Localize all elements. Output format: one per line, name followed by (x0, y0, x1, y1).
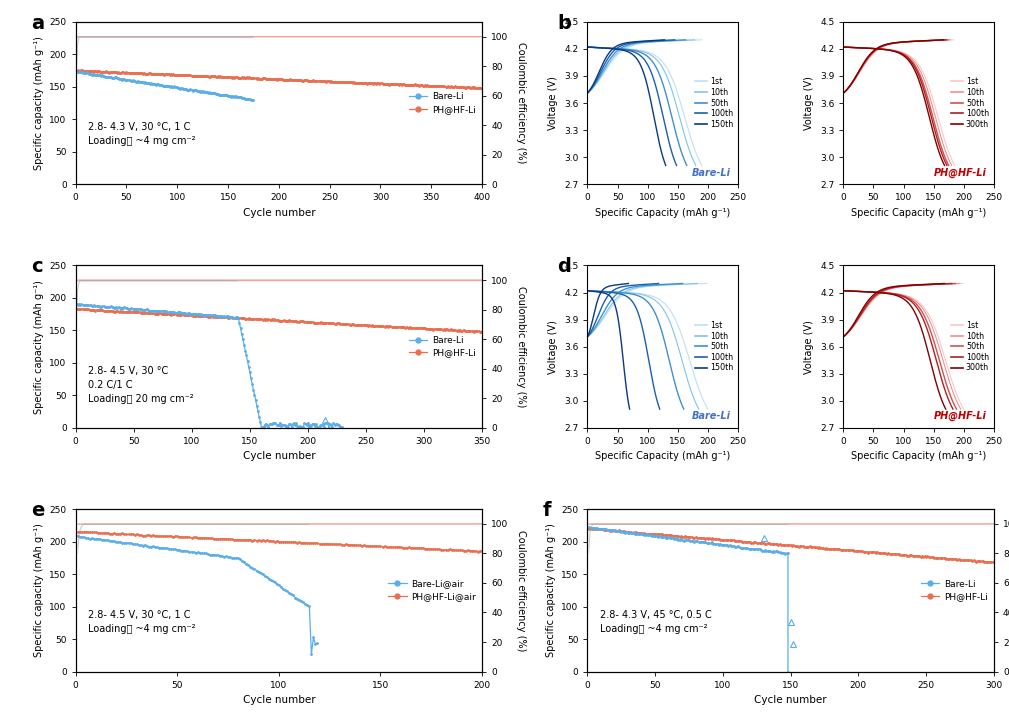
Text: 2.8- 4.5 V, 30 °C
0.2 C/1 C
Loading： 20 mg cm⁻²: 2.8- 4.5 V, 30 °C 0.2 C/1 C Loading： 20 … (88, 366, 194, 404)
Legend: 1st, 10th, 50th, 100th, 300th: 1st, 10th, 50th, 100th, 300th (949, 76, 990, 129)
Legend: Bare-Li, PH@HF-Li: Bare-Li, PH@HF-Li (408, 334, 477, 359)
X-axis label: Specific Capacity (mAh g⁻¹): Specific Capacity (mAh g⁻¹) (851, 452, 986, 462)
Text: Bare-Li: Bare-Li (691, 168, 731, 178)
Y-axis label: Specific capacity (mAh g⁻¹): Specific capacity (mAh g⁻¹) (34, 36, 43, 170)
Y-axis label: Voltage (V): Voltage (V) (549, 76, 559, 130)
Text: a: a (31, 14, 44, 33)
Text: f: f (543, 501, 551, 520)
Legend: Bare-Li, PH@HF-Li: Bare-Li, PH@HF-Li (408, 91, 477, 115)
Text: PH@HF-Li: PH@HF-Li (933, 168, 987, 178)
Text: PH@HF-Li: PH@HF-Li (933, 411, 987, 421)
X-axis label: Cycle number: Cycle number (242, 452, 315, 462)
Y-axis label: Voltage (V): Voltage (V) (804, 319, 814, 374)
Legend: 1st, 10th, 50th, 100th, 150th: 1st, 10th, 50th, 100th, 150th (694, 76, 734, 129)
Text: c: c (31, 257, 42, 277)
Text: 2.8- 4.5 V, 30 °C, 1 C
Loading： ~4 mg cm⁻²: 2.8- 4.5 V, 30 °C, 1 C Loading： ~4 mg cm… (88, 610, 196, 634)
X-axis label: Specific Capacity (mAh g⁻¹): Specific Capacity (mAh g⁻¹) (595, 452, 731, 462)
Y-axis label: Voltage (V): Voltage (V) (804, 76, 814, 130)
Text: 2.8- 4.3 V, 30 °C, 1 C
Loading： ~4 mg cm⁻²: 2.8- 4.3 V, 30 °C, 1 C Loading： ~4 mg cm… (88, 123, 196, 147)
Legend: Bare-Li@air, PH@HF-Li@air: Bare-Li@air, PH@HF-Li@air (386, 578, 477, 603)
X-axis label: Cycle number: Cycle number (242, 695, 315, 705)
Y-axis label: Coulombic efficiency (%): Coulombic efficiency (%) (517, 42, 527, 163)
Text: Bare-Li: Bare-Li (691, 412, 731, 421)
Y-axis label: Specific capacity (mAh g⁻¹): Specific capacity (mAh g⁻¹) (546, 523, 556, 657)
Text: e: e (31, 501, 44, 520)
Y-axis label: Specific capacity (mAh g⁻¹): Specific capacity (mAh g⁻¹) (34, 280, 43, 414)
X-axis label: Cycle number: Cycle number (242, 208, 315, 218)
Text: 2.8- 4.3 V, 45 °C, 0.5 C
Loading： ~4 mg cm⁻²: 2.8- 4.3 V, 45 °C, 0.5 C Loading： ~4 mg … (599, 610, 711, 634)
Legend: 1st, 10th, 50th, 100th, 300th: 1st, 10th, 50th, 100th, 300th (949, 320, 990, 373)
Legend: 1st, 10th, 50th, 100th, 150th: 1st, 10th, 50th, 100th, 150th (694, 320, 734, 373)
Y-axis label: Voltage (V): Voltage (V) (549, 319, 559, 374)
Text: b: b (557, 14, 571, 33)
X-axis label: Cycle number: Cycle number (755, 695, 827, 705)
Y-axis label: Specific capacity (mAh g⁻¹): Specific capacity (mAh g⁻¹) (34, 523, 43, 657)
Y-axis label: Coulombic efficiency (%): Coulombic efficiency (%) (517, 286, 527, 407)
Text: d: d (557, 257, 571, 277)
X-axis label: Specific Capacity (mAh g⁻¹): Specific Capacity (mAh g⁻¹) (595, 208, 731, 218)
Legend: Bare-Li, PH@HF-Li: Bare-Li, PH@HF-Li (919, 578, 990, 603)
Y-axis label: Coulombic efficiency (%): Coulombic efficiency (%) (517, 530, 527, 651)
X-axis label: Specific Capacity (mAh g⁻¹): Specific Capacity (mAh g⁻¹) (851, 208, 986, 218)
